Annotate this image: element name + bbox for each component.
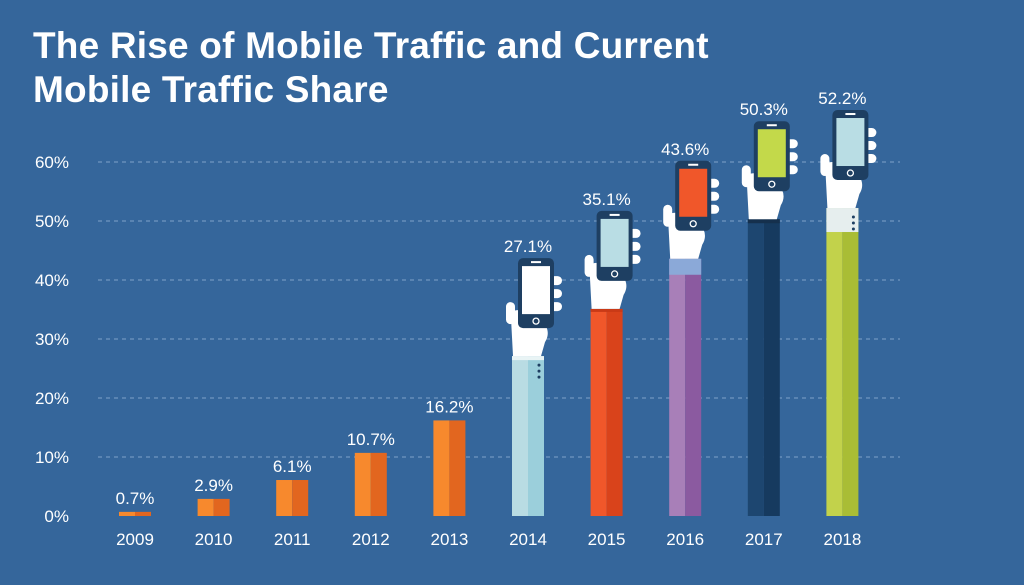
bar xyxy=(433,420,450,516)
y-tick-label: 0% xyxy=(44,507,69,526)
cuff-button xyxy=(851,227,855,231)
bar-shade xyxy=(449,420,466,516)
bar xyxy=(669,258,686,516)
chart-title-line-2: Mobile Traffic Share xyxy=(33,69,389,110)
bar-group xyxy=(354,452,387,516)
bar xyxy=(354,452,371,516)
smartphone-icon xyxy=(596,210,633,281)
data-label: 16.2% xyxy=(425,397,473,416)
chart-title-line-1: The Rise of Mobile Traffic and Current xyxy=(33,25,709,66)
data-label: 35.1% xyxy=(582,190,630,209)
phone-screen xyxy=(757,129,786,178)
bar-shade xyxy=(763,219,780,517)
x-tick-label: 2015 xyxy=(588,530,626,549)
smartphone-icon xyxy=(675,160,712,231)
bar xyxy=(197,498,214,516)
phone-speaker xyxy=(688,163,699,166)
x-tick-label: 2018 xyxy=(823,530,861,549)
bar-shade xyxy=(135,511,151,516)
data-label: 0.7% xyxy=(116,489,155,508)
phone-speaker xyxy=(766,124,777,127)
phone-screen xyxy=(600,218,629,267)
cuff-button xyxy=(537,369,541,373)
y-tick-label: 20% xyxy=(35,389,69,408)
phone-speaker xyxy=(845,113,856,116)
bar-group xyxy=(663,160,720,516)
x-tick-label: 2009 xyxy=(116,530,154,549)
bar-group xyxy=(820,110,877,516)
x-tick-label: 2013 xyxy=(430,530,468,549)
x-tick-label: 2017 xyxy=(745,530,783,549)
bar-group xyxy=(197,498,230,516)
bar-group xyxy=(741,121,798,517)
bar xyxy=(119,511,135,516)
bar xyxy=(276,480,293,516)
sleeve-cuff xyxy=(512,356,544,361)
smartphone-icon xyxy=(832,110,869,181)
y-tick-label: 10% xyxy=(35,448,69,467)
hand-thumb xyxy=(741,165,751,188)
bar-shade xyxy=(685,258,702,516)
phone-home-button xyxy=(610,270,619,278)
x-tick-label: 2011 xyxy=(274,530,311,549)
cuff-button xyxy=(537,363,541,367)
bar-group xyxy=(433,420,466,516)
cuff-button xyxy=(537,375,541,379)
phone-home-button xyxy=(768,180,776,188)
bar xyxy=(747,219,764,517)
bar-group xyxy=(584,210,641,516)
y-tick-label: 30% xyxy=(35,330,69,349)
bar-shade xyxy=(213,498,230,516)
phone-screen xyxy=(836,118,865,167)
cuff-button xyxy=(851,215,855,219)
phone-speaker xyxy=(531,261,541,264)
hand-thumb xyxy=(584,254,594,277)
bar-shade xyxy=(370,452,387,516)
bar-shade xyxy=(292,480,309,516)
bar-group xyxy=(119,511,151,516)
data-label: 27.1% xyxy=(504,237,552,256)
bar-group xyxy=(506,258,562,516)
data-label: 2.9% xyxy=(194,476,233,495)
x-tick-label: 2012 xyxy=(352,530,390,549)
smartphone-icon xyxy=(753,121,790,192)
y-tick-label: 40% xyxy=(35,271,69,290)
phone-screen xyxy=(522,266,550,315)
smartphone-icon xyxy=(518,258,554,329)
x-tick-label: 2014 xyxy=(509,530,547,549)
bar xyxy=(590,308,607,516)
phone-speaker xyxy=(609,213,620,216)
bar-shade xyxy=(606,308,623,516)
phone-screen xyxy=(679,168,708,217)
data-label: 52.2% xyxy=(818,89,866,108)
hand-thumb xyxy=(663,204,673,227)
y-tick-label: 50% xyxy=(35,212,69,231)
x-tick-label: 2016 xyxy=(666,530,704,549)
data-label: 6.1% xyxy=(273,457,312,476)
hand-thumb xyxy=(506,302,515,325)
chart-title: The Rise of Mobile Traffic and Current M… xyxy=(33,24,709,112)
phone-home-button xyxy=(846,169,855,177)
bar-group xyxy=(276,480,309,516)
phone-home-button xyxy=(532,317,540,325)
sleeve-cuff xyxy=(590,308,623,312)
bar xyxy=(512,356,528,516)
data-label: 10.7% xyxy=(347,430,395,449)
bar-shade xyxy=(842,208,859,516)
cuff-button xyxy=(851,221,855,225)
data-label: 43.6% xyxy=(661,140,709,159)
phone-home-button xyxy=(689,220,697,228)
sleeve-cuff xyxy=(669,258,702,275)
bar xyxy=(826,208,843,516)
x-tick-label: 2010 xyxy=(195,530,233,549)
hand-thumb xyxy=(820,154,830,177)
data-label: 50.3% xyxy=(740,100,788,119)
y-tick-label: 60% xyxy=(35,153,69,172)
sleeve-cuff xyxy=(747,219,780,224)
bar-shade xyxy=(528,356,544,516)
